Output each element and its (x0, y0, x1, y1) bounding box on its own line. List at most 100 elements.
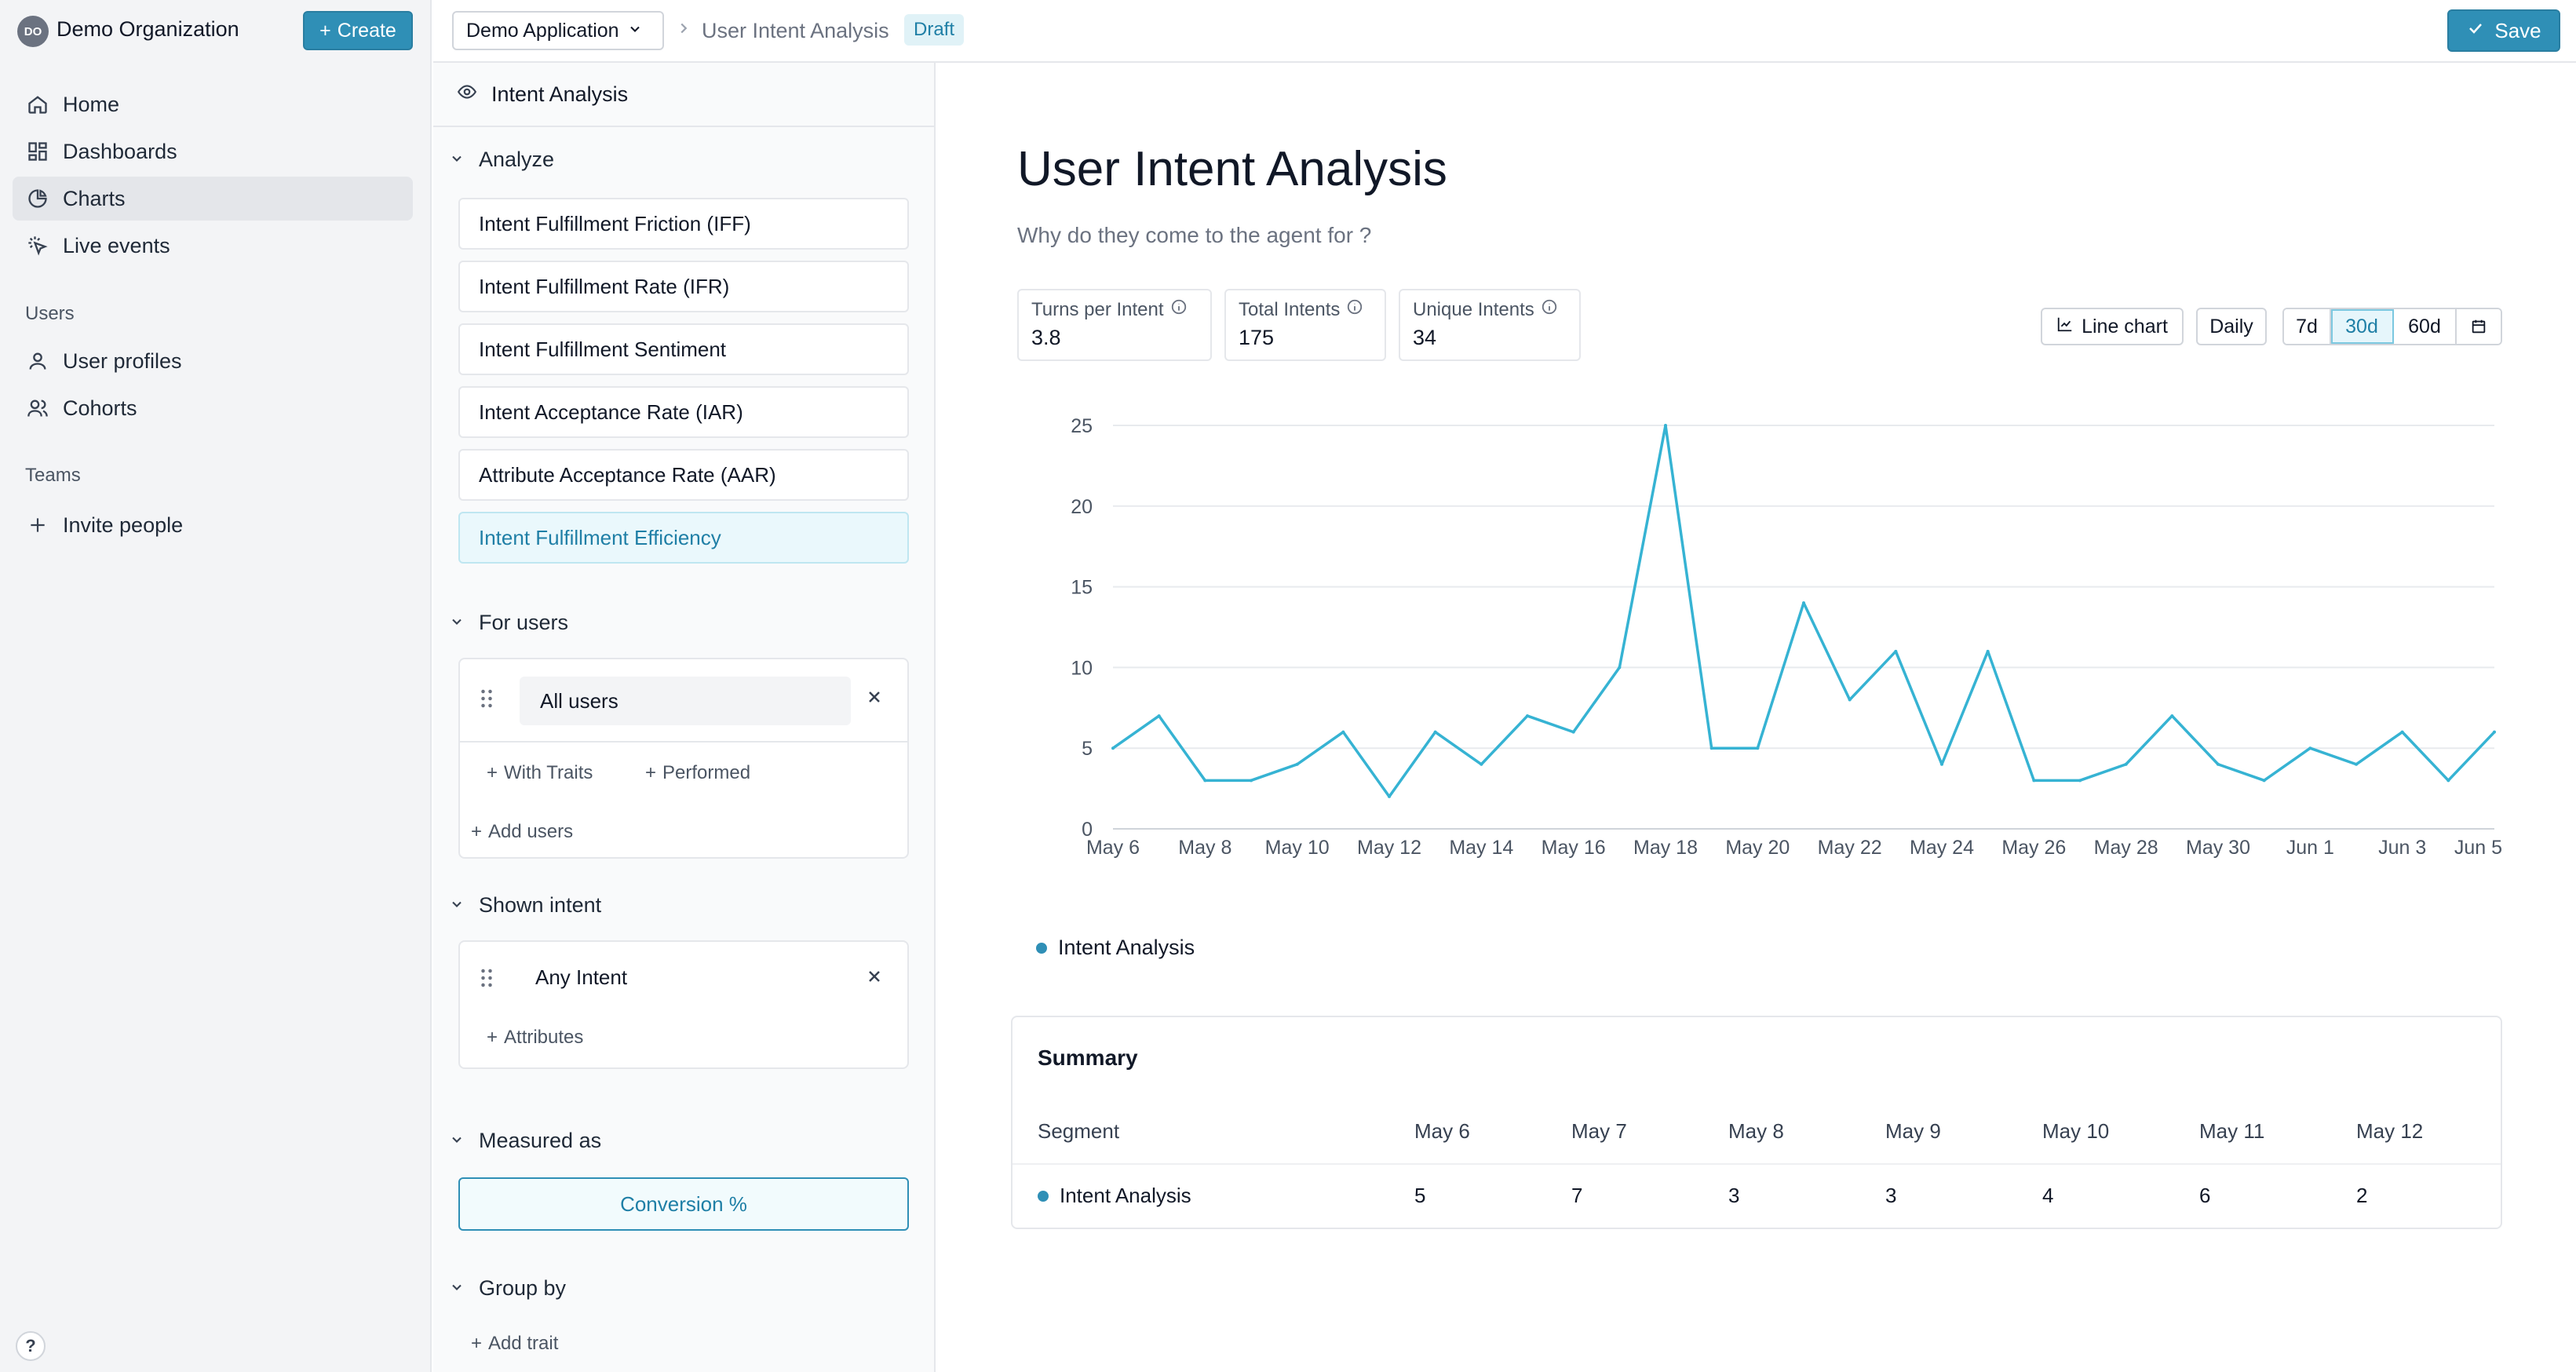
app-selector[interactable]: Demo Application (452, 11, 664, 50)
metric-option[interactable]: Intent Fulfillment Sentiment (458, 323, 909, 375)
data-point (1480, 762, 1483, 766)
nav-label-invite-people: Invite people (63, 513, 184, 537)
nav-item-invite-people[interactable]: Invite people (13, 503, 413, 547)
info-icon[interactable] (1541, 298, 1558, 321)
range-30d[interactable]: 30d (2331, 309, 2394, 344)
nav-sidebar: DO Demo Organization + Create Home Dashb… (0, 0, 432, 1372)
add-users-button[interactable]: + Add users (471, 816, 573, 848)
metric-option[interactable]: Intent Fulfillment Rate (IFR) (458, 261, 909, 312)
info-icon[interactable] (1346, 298, 1363, 321)
data-point (2400, 730, 2404, 734)
segment-name: Intent Analysis (1060, 1184, 1191, 1207)
legend-dot (1036, 942, 1047, 954)
plus-icon (13, 515, 63, 535)
table-header-date: May 7 (1571, 1119, 1627, 1143)
stat-value: 3.8 (1031, 326, 1061, 349)
y-tick-label: 0 (1082, 819, 1093, 841)
add-trait-button[interactable]: + Add trait (471, 1328, 558, 1359)
data-point (2355, 762, 2358, 766)
query-panel: Intent Analysis Analyze Intent Fulfillme… (433, 63, 936, 1372)
data-point (2032, 779, 2036, 783)
interval-select[interactable]: Daily (2196, 308, 2267, 345)
nav-label-dashboards: Dashboards (63, 139, 177, 163)
nav-item-charts[interactable]: Charts (13, 177, 413, 221)
nav-item-user-profiles[interactable]: User profiles (13, 339, 413, 383)
nav-item-cohorts[interactable]: Cohorts (13, 386, 413, 430)
attributes-button[interactable]: + Attributes (487, 1020, 583, 1055)
nav-item-home[interactable]: Home (13, 82, 413, 126)
table-cell: 5 (1414, 1184, 1426, 1207)
chevron-down-icon (627, 20, 643, 42)
metric-option[interactable]: Intent Acceptance Rate (IAR) (458, 386, 909, 438)
range-7d[interactable]: 7d (2284, 309, 2331, 344)
page-subtitle[interactable]: Why do they come to the agent for ? (1017, 223, 1372, 247)
x-tick-label: May 26 (2001, 837, 2066, 859)
section-group-by-label: Group by (479, 1276, 567, 1300)
x-tick-label: May 14 (1449, 837, 1513, 859)
org-avatar[interactable]: DO (17, 16, 49, 47)
x-tick-label: May 10 (1265, 837, 1330, 859)
y-tick-label: 20 (1071, 496, 1093, 518)
table-row-segment[interactable]: Intent Analysis (1038, 1184, 1191, 1208)
table-header-date: May 6 (1414, 1119, 1470, 1143)
range-60d[interactable]: 60d (2394, 309, 2457, 344)
data-point (2446, 779, 2450, 783)
page-title[interactable]: User Intent Analysis (1017, 142, 1447, 196)
any-intent-chip[interactable]: Any Intent (535, 965, 628, 989)
metric-option[interactable]: Intent Fulfillment Friction (IFF) (458, 198, 909, 250)
chart-legend[interactable]: Intent Analysis (1036, 936, 1195, 960)
org-name[interactable]: Demo Organization (57, 17, 239, 41)
table-cell: 7 (1571, 1184, 1583, 1207)
save-button[interactable]: Save (2447, 9, 2560, 52)
performed-button[interactable]: + Performed (645, 754, 750, 793)
help-button[interactable]: ? (16, 1331, 46, 1361)
close-icon[interactable] (865, 967, 884, 990)
divider (460, 741, 907, 743)
x-tick-label: May 6 (1086, 837, 1140, 859)
with-traits-button[interactable]: + With Traits (487, 754, 593, 793)
stat-card: Turns per Intent 3.8 (1017, 289, 1212, 361)
data-point (1756, 746, 1760, 750)
legend-label: Intent Analysis (1058, 936, 1195, 959)
nav-item-dashboards[interactable]: Dashboards (13, 130, 413, 173)
nav-item-live-events[interactable]: Live events (13, 224, 413, 268)
chevron-down-icon (449, 1129, 465, 1153)
all-users-chip[interactable]: All users (520, 677, 851, 725)
home-icon (13, 93, 63, 115)
chevron-down-icon (449, 148, 465, 172)
section-measured-as[interactable]: Measured as (449, 1129, 601, 1153)
dashboard-icon (13, 140, 63, 162)
x-tick-label: May 30 (2186, 837, 2250, 859)
drag-handle-icon[interactable] (480, 689, 493, 712)
calendar-icon[interactable] (2457, 309, 2501, 344)
measured-as-select[interactable]: Conversion % (458, 1177, 909, 1231)
pointer-click-icon (13, 235, 63, 257)
stat-value: 175 (1239, 326, 1275, 349)
chevron-right-icon (675, 17, 692, 42)
stat-label: Total Intents (1239, 298, 1341, 320)
section-for-users[interactable]: For users (449, 611, 568, 635)
chart-type-select[interactable]: Line chart (2041, 308, 2184, 345)
x-tick-label: May 20 (1725, 837, 1790, 859)
metric-option-selected[interactable]: Intent Fulfillment Efficiency (458, 512, 909, 564)
x-tick-label: May 8 (1178, 837, 1231, 859)
x-tick-label: Jun 1 (2286, 837, 2334, 859)
close-icon[interactable] (865, 688, 884, 710)
section-shown-intent[interactable]: Shown intent (449, 893, 601, 918)
plus-icon: + (487, 1027, 498, 1048)
breadcrumb-title[interactable]: User Intent Analysis (702, 19, 889, 42)
create-button[interactable]: + Create (303, 11, 413, 50)
metric-option[interactable]: Attribute Acceptance Rate (AAR) (458, 449, 909, 501)
nav-label-cohorts: Cohorts (63, 396, 137, 420)
add-trait-label: Add trait (488, 1333, 559, 1354)
section-group-by[interactable]: Group by (449, 1276, 566, 1301)
plus-icon: + (487, 762, 498, 783)
status-badge: Draft (904, 14, 965, 46)
section-analyze[interactable]: Analyze (449, 148, 554, 172)
info-icon[interactable] (1170, 298, 1188, 321)
drag-handle-icon[interactable] (480, 969, 493, 991)
data-point (2124, 762, 2128, 766)
data-point (1433, 730, 1437, 734)
panel-title: Intent Analysis (491, 82, 629, 106)
panel-header: Intent Analysis (433, 63, 934, 127)
